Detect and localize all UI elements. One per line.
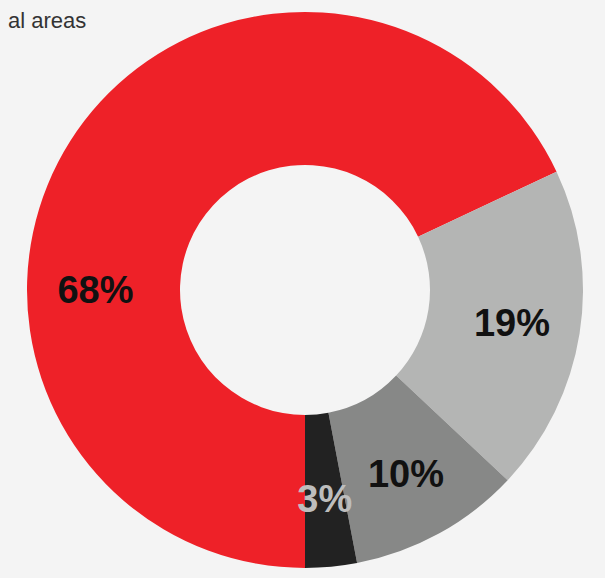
- title: al areas: [8, 8, 86, 33]
- background: [0, 0, 605, 578]
- data-label: 19%: [474, 302, 550, 344]
- page: {"chart_data": {"type": "donut", "title"…: [0, 0, 605, 578]
- chart: al areas 68% 19% 10% 3%: [0, 0, 605, 578]
- slices: [27, 12, 583, 568]
- data-label: 3%: [297, 478, 352, 520]
- slice: [328, 376, 507, 564]
- data-label: 68%: [57, 269, 133, 311]
- data-labels: 68% 19% 10% 3%: [57, 269, 549, 520]
- data-label: 10%: [368, 453, 444, 495]
